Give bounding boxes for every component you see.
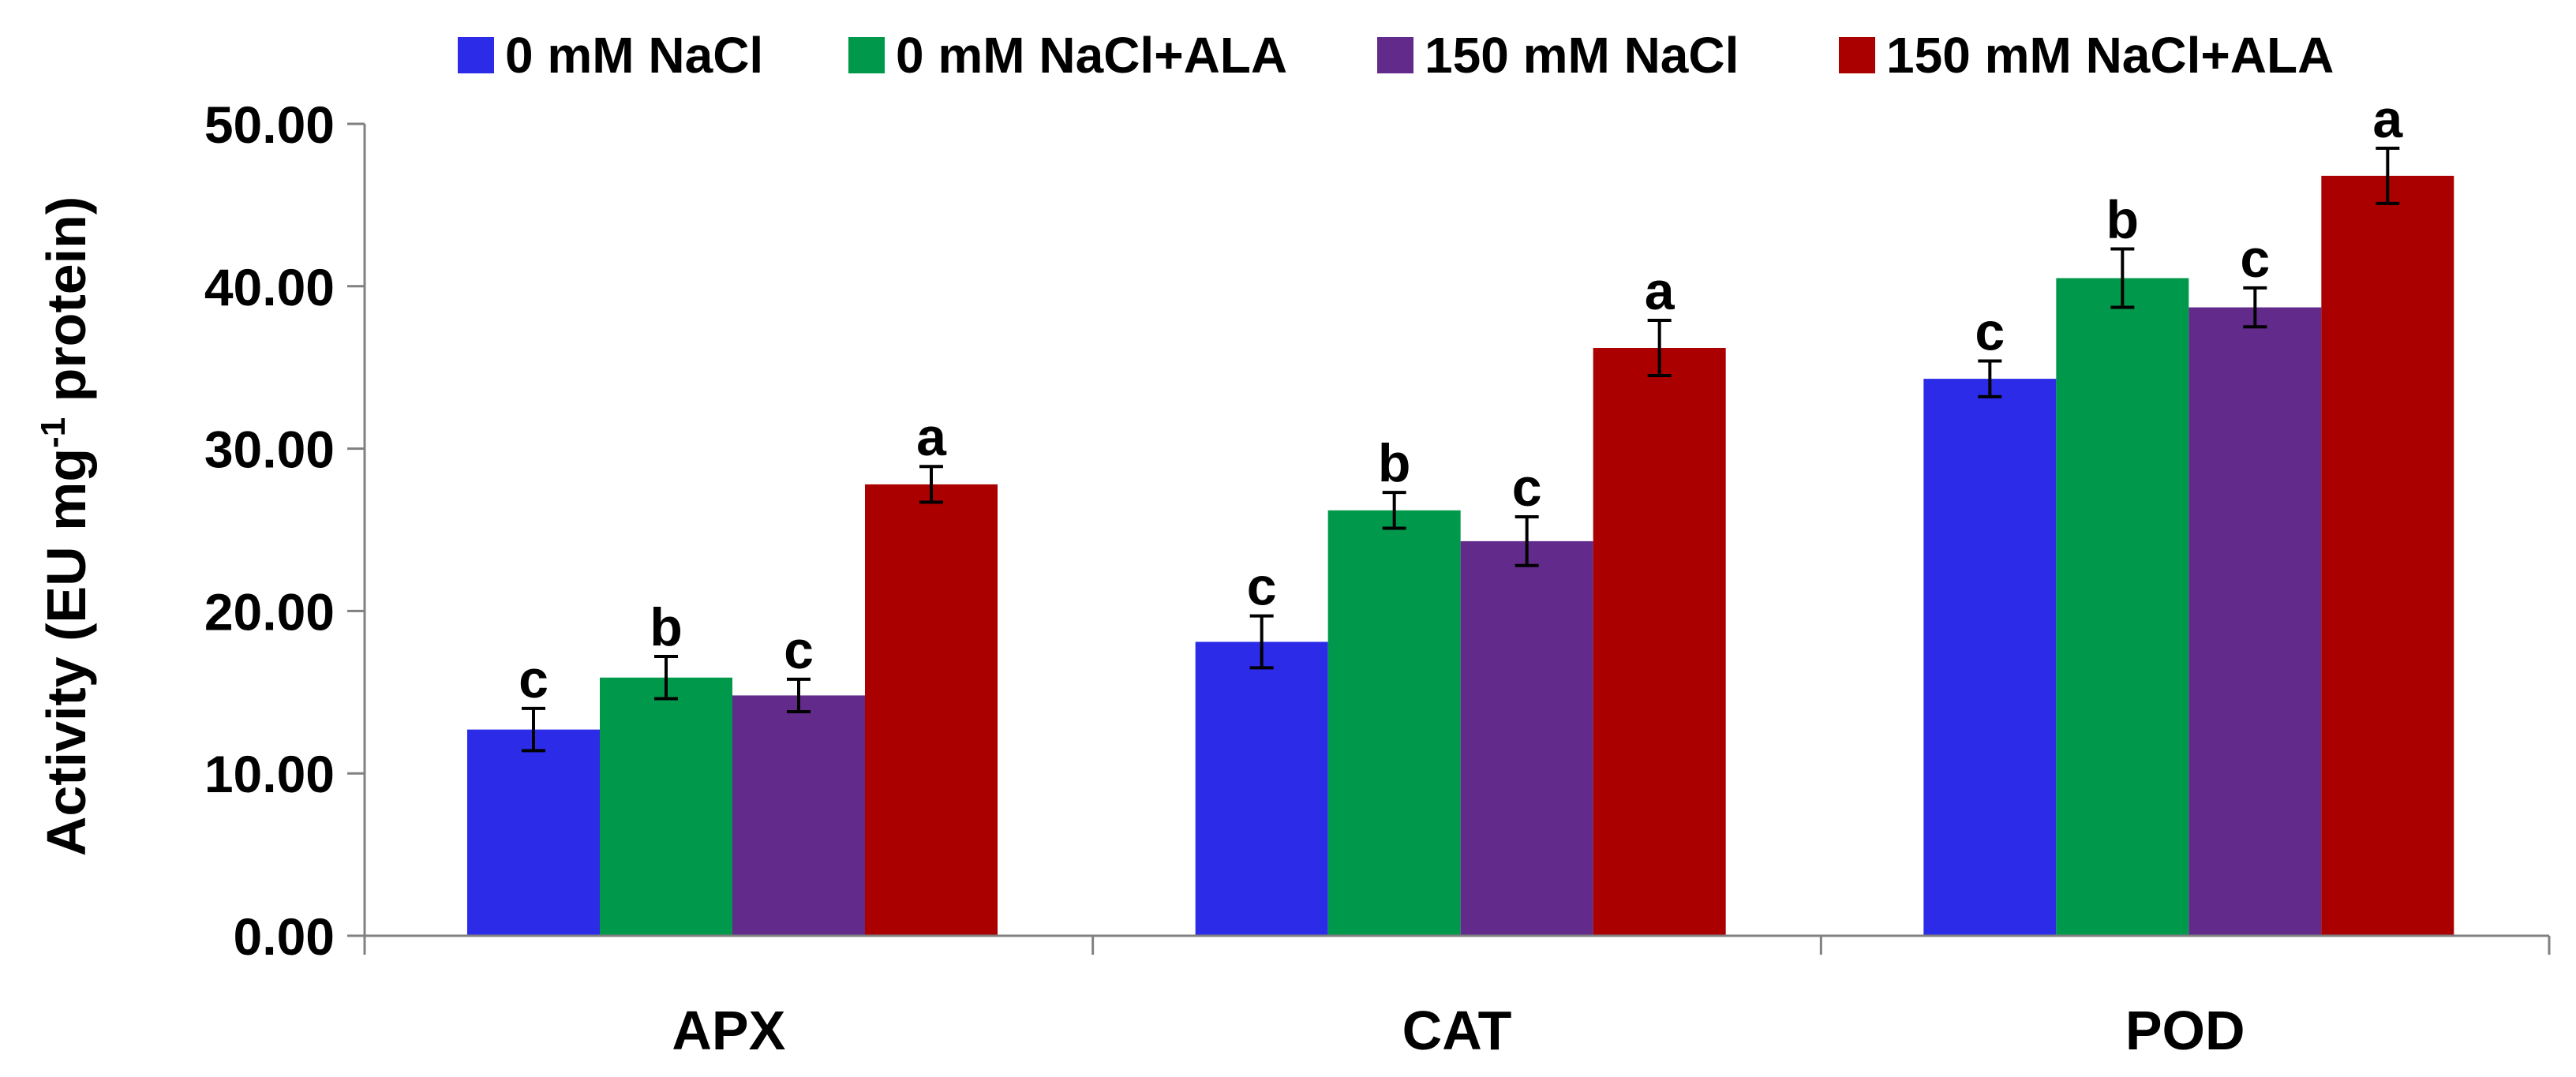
- significance-letter: c: [1512, 458, 1542, 518]
- bar: [1327, 510, 1461, 936]
- significance-labels: c b c a c b c a c b c a: [519, 89, 2403, 709]
- significance-letter: a: [1645, 261, 1676, 321]
- significance-letter: c: [1975, 301, 2005, 361]
- bar: [1195, 641, 1328, 936]
- significance-letter: c: [784, 620, 814, 680]
- y-tick-label: 50.00: [204, 95, 335, 154]
- legend-swatch: [848, 37, 885, 73]
- bar: [2188, 307, 2322, 937]
- y-axis-title-main: Activity (EU mg: [36, 448, 97, 856]
- bar: [467, 729, 600, 936]
- y-tick-label: 20.00: [204, 582, 335, 641]
- bar: [865, 484, 998, 936]
- legend-entry-label: 0 mM NaCl: [505, 27, 763, 84]
- x-category-label: POD: [2125, 1000, 2245, 1061]
- significance-letter: a: [916, 407, 947, 467]
- significance-letter: c: [519, 649, 549, 709]
- x-category-label: APX: [672, 1000, 785, 1061]
- bar: [1593, 348, 1726, 936]
- bars: [467, 175, 2454, 937]
- legend-entry-label: 0 mM NaCl+ALA: [896, 27, 1287, 84]
- significance-letter: c: [2240, 229, 2270, 289]
- axes: 0.00 10.00 20.00 30.00 40.00 50.00 APX CAT POD: [204, 95, 2551, 1061]
- y-axis-title-superscript: -1: [34, 417, 73, 448]
- legend: 0 mM NaCl 0 mM NaCl+ALA 150 mM NaCl 150 mM …: [458, 27, 2334, 84]
- bar: [2056, 278, 2189, 936]
- y-axis-title-unit: protein): [36, 196, 97, 417]
- legend-entry-label: 150 mM NaCl: [1425, 27, 1739, 84]
- legend-swatch: [1839, 37, 1875, 73]
- significance-letter: c: [1247, 557, 1277, 617]
- bar: [600, 677, 732, 936]
- bar: [732, 695, 865, 936]
- legend-swatch: [1377, 37, 1413, 73]
- y-tick-label: 10.00: [204, 745, 335, 803]
- y-tick-label: 30.00: [204, 421, 335, 479]
- x-category-label: CAT: [1402, 1000, 1512, 1061]
- bar: [2321, 175, 2454, 936]
- significance-letter: b: [2106, 189, 2140, 249]
- significance-letter: b: [650, 597, 683, 657]
- y-axis-title: Activity (EU mg-1 protein): [34, 196, 97, 856]
- y-tick-label: 40.00: [204, 258, 335, 316]
- error-bars: [522, 146, 2400, 753]
- legend-entry-label: 150 mM NaCl+ALA: [1886, 27, 2334, 84]
- bar: [1460, 540, 1593, 936]
- bar: [1923, 379, 2057, 937]
- y-tick-label: 0.00: [234, 907, 335, 966]
- significance-letter: b: [1378, 433, 1411, 493]
- significance-letter: a: [2372, 89, 2403, 149]
- legend-swatch: [458, 37, 494, 73]
